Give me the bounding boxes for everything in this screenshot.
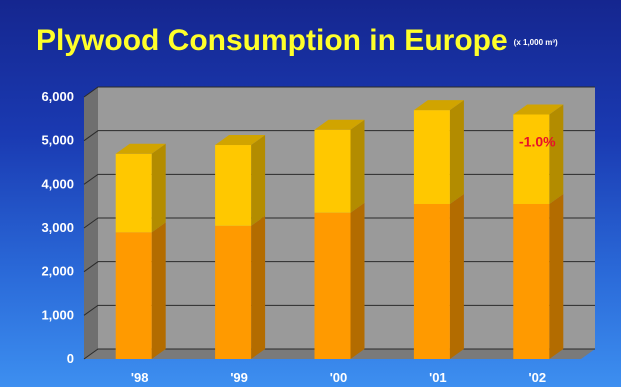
bar-segment bbox=[413, 203, 450, 359]
y-tick-label: 1,000 bbox=[41, 307, 74, 322]
chart-title-unit: (x 1,000 m³) bbox=[513, 37, 558, 47]
bar-segment bbox=[513, 114, 550, 204]
x-tick-label: '98 bbox=[131, 370, 149, 385]
bar-top bbox=[513, 104, 564, 115]
bar-side bbox=[350, 202, 365, 359]
chart-title: Plywood Consumption in Europe (x 1,000 m³… bbox=[36, 24, 558, 58]
x-tick-label: '02 bbox=[529, 370, 547, 385]
x-tick-label: '01 bbox=[429, 370, 447, 385]
bar-side bbox=[549, 193, 564, 359]
bar-side bbox=[350, 119, 365, 213]
gridline bbox=[83, 86, 595, 98]
bar-segment bbox=[115, 232, 152, 359]
bar-segment bbox=[314, 212, 351, 359]
bar-top bbox=[215, 135, 266, 146]
y-tick-label: 5,000 bbox=[41, 133, 74, 148]
bar-side bbox=[449, 193, 464, 359]
x-tick-label: '00 bbox=[330, 370, 348, 385]
bar-top bbox=[413, 100, 464, 111]
y-tick-label: 6,000 bbox=[41, 89, 74, 104]
bar-side bbox=[251, 215, 266, 359]
y-tick-label: 0 bbox=[67, 351, 74, 366]
y-tick-label: 3,000 bbox=[41, 220, 74, 235]
bar-top bbox=[314, 119, 365, 130]
bar-side bbox=[549, 104, 564, 204]
y-tick-label: 2,000 bbox=[41, 264, 74, 279]
bar-segment bbox=[314, 129, 351, 213]
bar-annotation: -1.0% bbox=[519, 133, 556, 149]
bar-side bbox=[151, 143, 166, 233]
bar-segment bbox=[215, 225, 252, 359]
bar-side bbox=[449, 100, 464, 204]
bar-segment bbox=[115, 153, 152, 233]
bar-segment bbox=[513, 203, 550, 359]
y-tick-label: 4,000 bbox=[41, 176, 74, 191]
bar-side bbox=[151, 222, 166, 359]
x-tick-label: '99 bbox=[230, 370, 248, 385]
bar-segment bbox=[215, 145, 252, 226]
bar-top bbox=[115, 143, 166, 154]
chart-title-text: Plywood Consumption in Europe bbox=[36, 24, 508, 57]
bar-side bbox=[251, 135, 266, 226]
bar-segment bbox=[413, 110, 450, 204]
